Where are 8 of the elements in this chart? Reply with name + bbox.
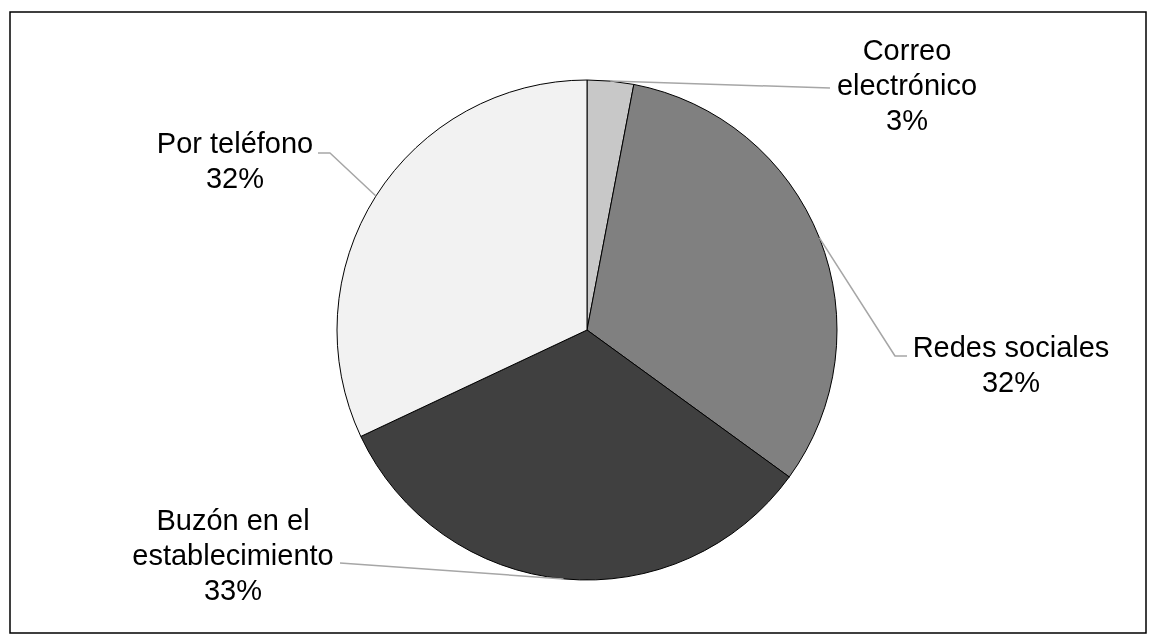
slice-label: Por teléfono — [156, 127, 314, 159]
slice-label: Redes sociales — [912, 331, 1110, 363]
slice-label: Correo electrónico — [836, 34, 978, 101]
slice-label: Buzón en el establecimiento — [132, 504, 334, 571]
data-label: 3% — [886, 104, 928, 136]
data-label: 32% — [205, 162, 265, 194]
data-label: 32% — [981, 366, 1041, 398]
data-label: 33% — [203, 574, 263, 606]
